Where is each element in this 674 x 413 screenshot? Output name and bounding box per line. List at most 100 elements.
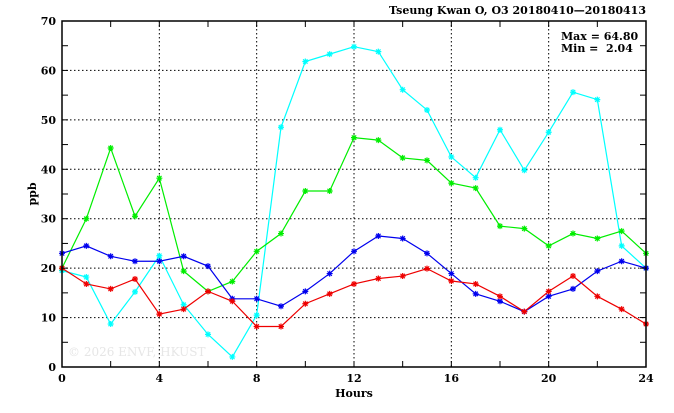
data-point-marker — [326, 290, 333, 297]
data-point-marker — [521, 167, 528, 174]
data-point-marker — [180, 253, 187, 260]
data-point-marker — [83, 215, 90, 222]
data-point-marker — [205, 288, 211, 295]
data-point-marker — [594, 268, 601, 275]
data-point-marker — [156, 252, 163, 259]
data-point-marker — [570, 273, 576, 280]
watermark: © 2026 ENVF, HKUST — [68, 345, 206, 359]
data-point-marker — [83, 280, 90, 287]
data-point-marker — [83, 274, 90, 281]
data-point-marker — [570, 230, 576, 237]
data-point-marker — [229, 353, 236, 360]
data-point-marker — [253, 248, 260, 255]
data-point-marker — [351, 43, 357, 50]
data-point-marker — [205, 263, 211, 270]
x-tick-label: 16 — [444, 372, 460, 385]
data-point-marker — [253, 312, 260, 319]
data-point-marker — [253, 295, 260, 302]
data-point-marker — [229, 278, 236, 285]
data-point-marker — [424, 250, 430, 257]
data-point-marker — [132, 213, 138, 220]
data-point-marker — [545, 129, 552, 136]
data-point-marker — [375, 137, 382, 144]
data-point-marker — [278, 124, 284, 131]
data-point-marker — [156, 175, 163, 182]
data-point-marker — [351, 134, 357, 141]
data-point-marker — [326, 270, 333, 277]
data-point-marker — [253, 323, 260, 330]
data-point-marker — [594, 96, 601, 103]
data-point-marker — [326, 51, 333, 58]
data-point-marker — [618, 228, 625, 235]
data-point-marker — [545, 242, 552, 249]
chart-title: Tseung Kwan O, O3 20180410—20180413 — [389, 4, 646, 17]
data-point-marker — [132, 258, 138, 265]
y-tick-label: 60 — [41, 64, 57, 77]
data-point-marker — [472, 185, 479, 192]
data-point-marker — [302, 188, 309, 195]
data-point-marker — [302, 58, 309, 65]
data-point-marker — [107, 320, 114, 327]
data-point-marker — [618, 258, 625, 265]
data-point-marker — [570, 285, 576, 292]
y-tick-label: 30 — [41, 213, 57, 226]
data-point-marker — [570, 89, 576, 96]
x-axis-label: Hours — [335, 387, 373, 400]
data-point-marker — [107, 145, 114, 152]
data-point-marker — [205, 331, 211, 338]
data-point-marker — [156, 311, 163, 318]
data-point-marker — [448, 180, 455, 187]
data-point-marker — [545, 288, 552, 295]
data-point-marker — [302, 288, 309, 295]
data-point-marker — [180, 301, 187, 308]
y-axis-label: ppb — [26, 182, 39, 205]
y-tick-label: 0 — [48, 361, 56, 374]
data-point-marker — [132, 288, 138, 295]
data-point-marker — [278, 303, 284, 310]
data-point-marker — [399, 235, 406, 242]
data-point-marker — [399, 273, 406, 280]
data-point-marker — [448, 270, 455, 277]
data-point-marker — [448, 153, 455, 160]
x-tick-label: 8 — [253, 372, 261, 385]
data-point-marker — [497, 223, 503, 230]
data-point-marker — [472, 174, 479, 181]
y-tick-label: 50 — [41, 114, 57, 127]
data-point-marker — [278, 230, 284, 237]
max-label: Max = 64.80 — [561, 30, 639, 43]
data-point-marker — [594, 293, 601, 300]
data-point-marker — [545, 293, 552, 300]
data-point-marker — [156, 258, 163, 265]
data-point-marker — [448, 277, 455, 284]
y-tick-label: 40 — [41, 163, 57, 176]
data-point-marker — [497, 126, 503, 133]
data-point-marker — [229, 298, 236, 305]
y-tick-label: 70 — [41, 15, 57, 28]
data-point-marker — [497, 298, 503, 305]
data-point-marker — [326, 188, 333, 195]
data-point-marker — [521, 225, 528, 232]
series-cyan — [59, 43, 649, 360]
x-tick-label: 4 — [156, 372, 164, 385]
data-point-marker — [424, 106, 430, 113]
data-point-marker — [83, 242, 90, 249]
min-label: Min = 2.04 — [561, 42, 633, 55]
data-point-marker — [375, 233, 382, 240]
series-green — [59, 134, 649, 295]
x-tick-label: 20 — [541, 372, 557, 385]
data-point-marker — [618, 306, 625, 313]
data-point-marker — [497, 293, 503, 300]
data-point-marker — [107, 253, 114, 260]
data-point-marker — [351, 248, 357, 255]
data-point-marker — [618, 242, 625, 249]
data-point-marker — [278, 323, 284, 330]
y-tick-label: 10 — [41, 312, 57, 325]
y-tick-label: 20 — [41, 262, 57, 275]
x-tick-label: 12 — [346, 372, 361, 385]
data-point-marker — [375, 275, 382, 282]
data-point-marker — [351, 280, 357, 287]
data-point-marker — [180, 268, 187, 275]
x-tick-label: 0 — [58, 372, 66, 385]
data-point-marker — [107, 285, 114, 292]
